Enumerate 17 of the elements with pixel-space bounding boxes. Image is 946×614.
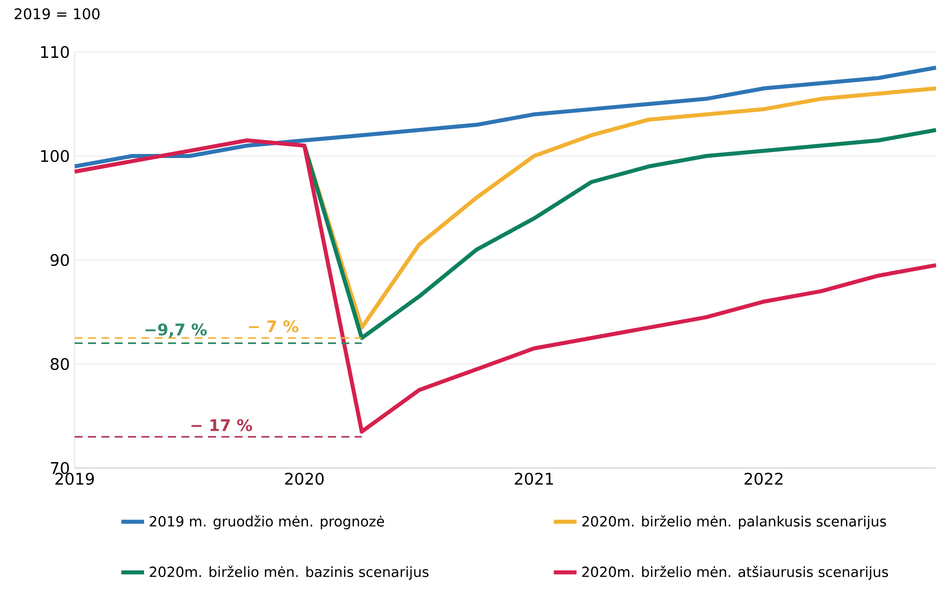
x-tick-label: 2020: [285, 472, 324, 485]
y-tick-label: 80: [50, 358, 69, 370]
legend-label: 2020m. birželio mėn. atšiaurusis scenarijus: [582, 566, 888, 580]
y-tick-label: 90: [50, 254, 69, 266]
x-tick-label: 2021: [514, 472, 553, 485]
x-tick-label: 2019: [55, 472, 94, 485]
y-tick-label: 110: [41, 46, 69, 58]
annotation: −9,7 %: [146, 323, 207, 338]
annotation: − 7 %: [248, 320, 298, 332]
annotation: − 17 %: [191, 419, 252, 432]
x-tick-label: 2022: [744, 472, 782, 485]
legend-label: 2020m. birželio mėn. bazinis scenarijus: [150, 566, 428, 580]
legend-label: 2019 m. gruodžio mėn. prognozė: [150, 515, 384, 530]
text: 2019 = 100: [14, 8, 100, 20]
y-tick-label: 70: [50, 462, 69, 474]
y-tick-label: 100: [41, 150, 69, 162]
legend-label: 2020m. birželio mėn. palankusis scenarijus: [582, 515, 886, 530]
